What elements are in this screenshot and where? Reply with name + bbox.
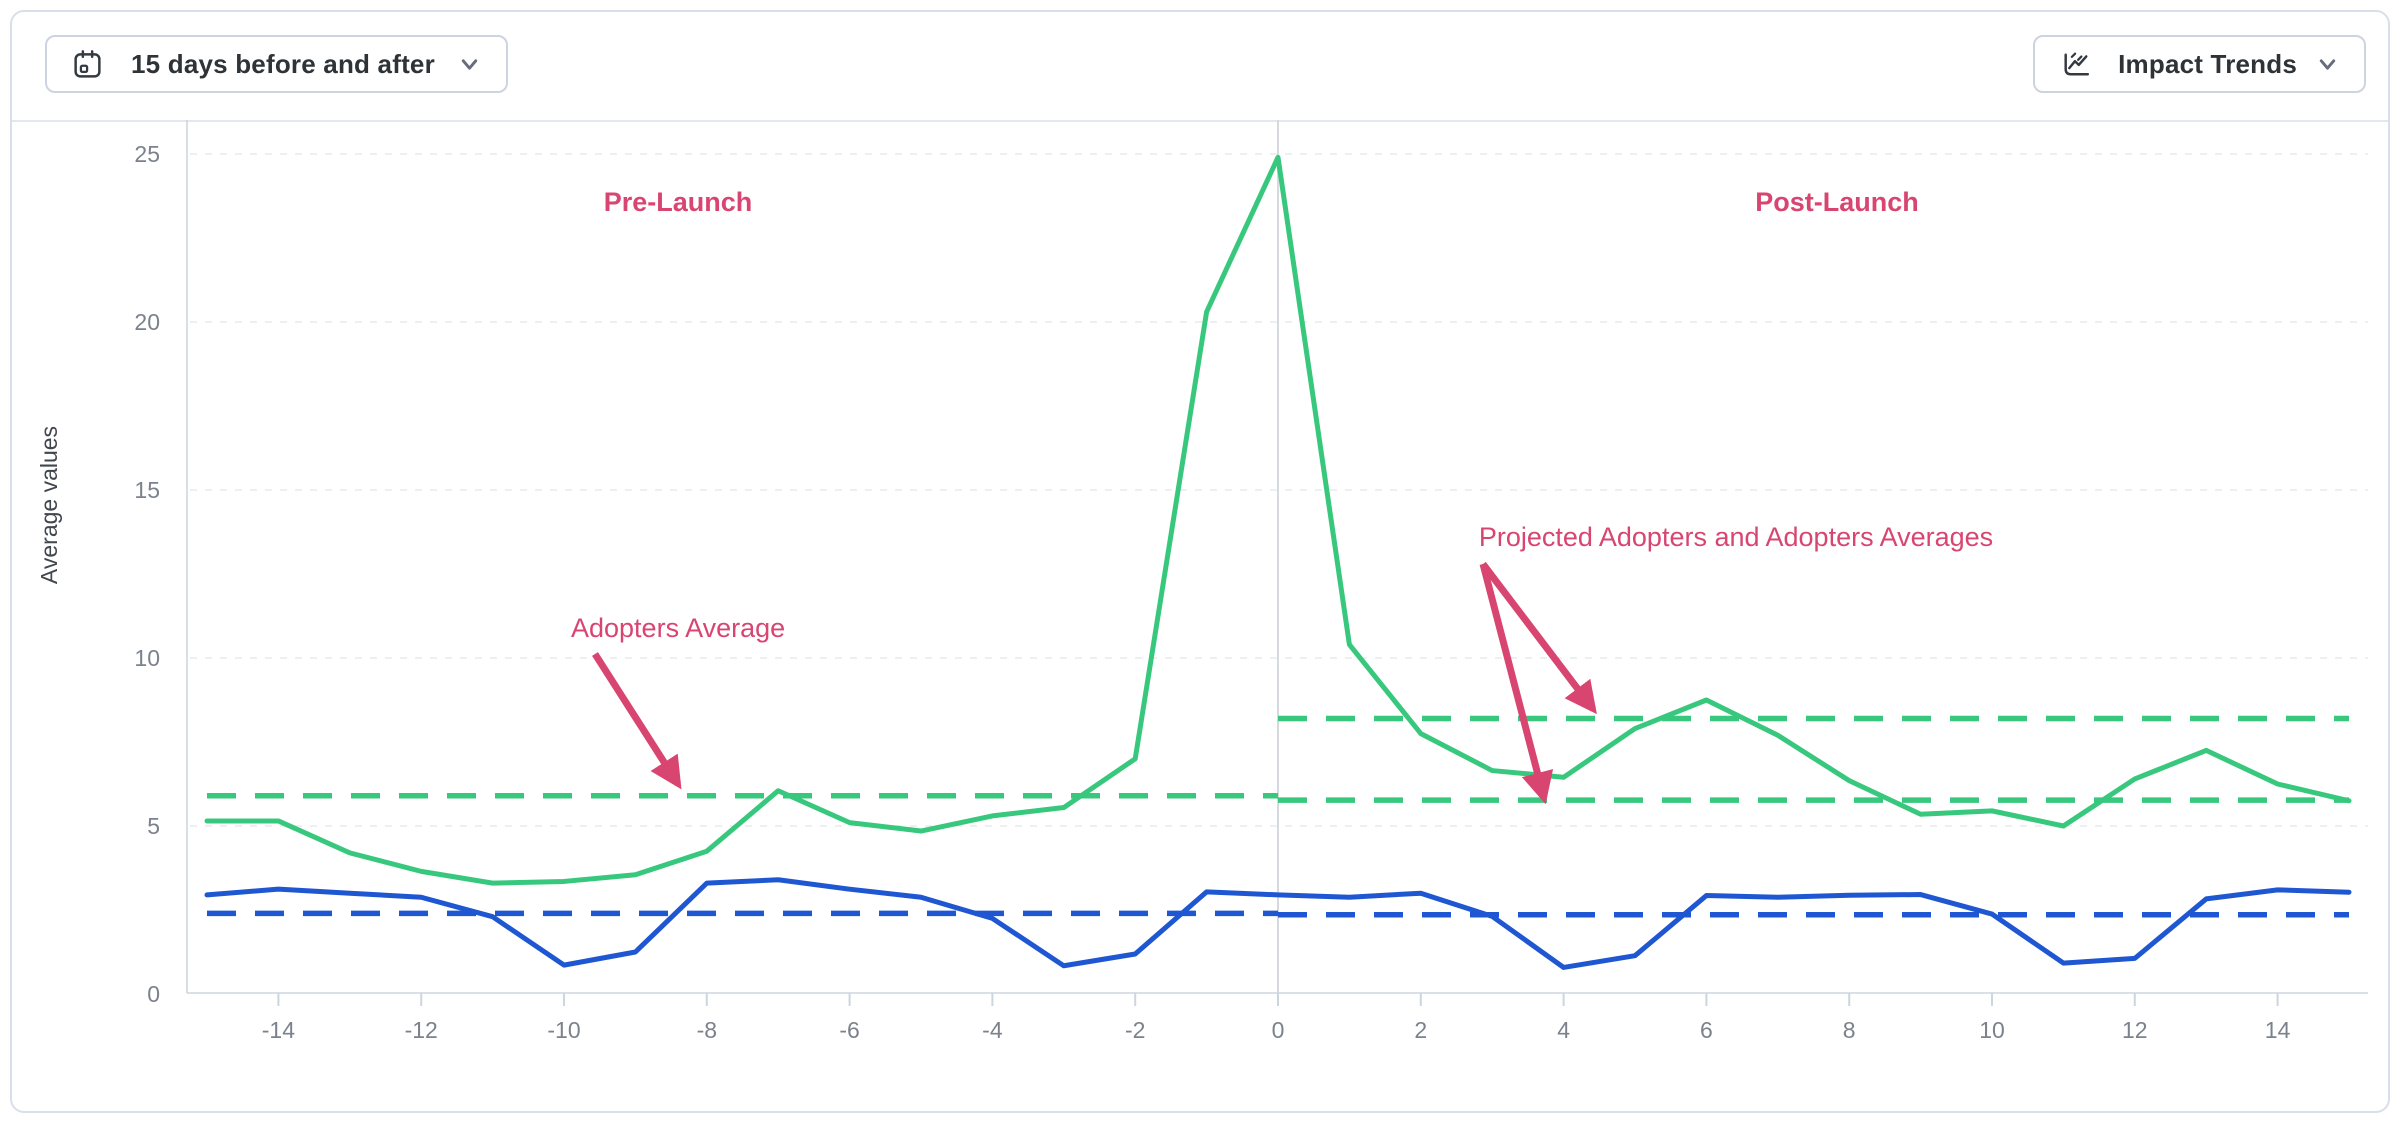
y-tick-label: 15 — [134, 477, 160, 503]
x-tick-label: -14 — [262, 1017, 295, 1043]
y-axis-title: Average values — [36, 426, 62, 584]
x-tick-label: 8 — [1843, 1017, 1856, 1043]
chart-panel-header: 15 days before and after Impact Trends — [12, 12, 2388, 122]
trend-chart-icon — [2059, 48, 2094, 81]
adopters-average-label: Adopters Average — [571, 613, 785, 643]
y-tick-label: 10 — [134, 645, 160, 671]
comparison-line — [204, 877, 2352, 970]
x-tick-label: -4 — [982, 1017, 1003, 1043]
x-tick-label: 10 — [1979, 1017, 2005, 1043]
x-tick-label: -2 — [1125, 1017, 1145, 1043]
x-tick-label: -10 — [547, 1017, 580, 1043]
x-tick-label: -8 — [697, 1017, 717, 1043]
chevron-down-icon — [2315, 52, 2340, 77]
x-tick-label: 4 — [1557, 1017, 1570, 1043]
x-tick-label: 2 — [1414, 1017, 1427, 1043]
y-tick-label: 25 — [134, 141, 160, 167]
pre-launch-label: Pre-Launch — [604, 187, 753, 217]
x-tick-label: 0 — [1272, 1017, 1285, 1043]
x-tick-label: -6 — [839, 1017, 859, 1043]
projected-average-arrow-upper — [1480, 561, 1597, 715]
calendar-icon — [71, 48, 104, 81]
impact-trends-chart: -14 -12 -10 -8 -6 -4 -2 0 2 4 6 8 10 12 14 0 5 10 15 20 25 Av… — [36, 120, 2368, 1043]
y-tick-label: 5 — [147, 813, 160, 839]
adopters-post-average-arrow — [1479, 563, 1554, 805]
x-tick-label: -12 — [405, 1017, 438, 1043]
x-tick-label: 6 — [1700, 1017, 1713, 1043]
post-launch-label: Post-Launch — [1755, 187, 1919, 217]
date-range-label: 15 days before and after — [131, 48, 435, 79]
x-tick-label: 14 — [2265, 1017, 2291, 1043]
trends-label: Impact Trends — [2118, 48, 2297, 79]
projected-adopters-label: Projected Adopters and Adopters Averages — [1479, 522, 1993, 552]
chevron-down-icon — [457, 52, 482, 77]
y-tick-label: 0 — [147, 981, 160, 1007]
trends-dropdown[interactable]: Impact Trends — [2033, 35, 2366, 93]
adopters-average-arrow — [592, 652, 682, 790]
chart-panel: 15 days before and after Impact Trends — [10, 10, 2390, 1113]
x-tick-label: 12 — [2122, 1017, 2148, 1043]
adopters-line — [204, 154, 2352, 886]
y-tick-label: 20 — [134, 309, 160, 335]
date-range-dropdown[interactable]: 15 days before and after — [45, 35, 508, 93]
